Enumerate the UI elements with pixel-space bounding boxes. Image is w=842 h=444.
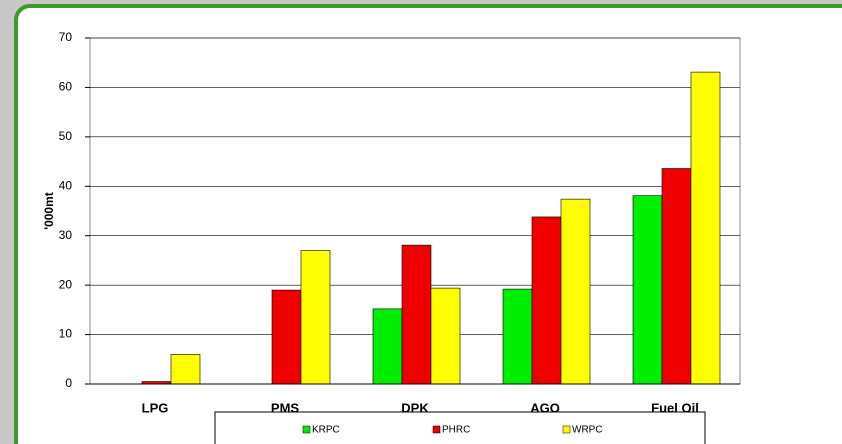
- legend-swatch: [302, 425, 311, 434]
- legend-label: PHRC: [442, 425, 470, 436]
- y-tick-label: 30: [59, 228, 73, 242]
- x-tick-label: DPK: [401, 400, 429, 415]
- y-axis-label: '000mt: [42, 192, 56, 230]
- y-tick-label: 40: [59, 178, 73, 192]
- bar: [170, 354, 201, 385]
- bar: [560, 198, 591, 385]
- legend-label: KRPC: [312, 425, 340, 436]
- bar: [661, 168, 692, 385]
- y-tick-label: 10: [59, 327, 73, 341]
- legend-swatch: [562, 425, 571, 434]
- y-tick-label: 70: [59, 30, 73, 44]
- y-tick-label: 20: [59, 277, 73, 291]
- bar: [690, 71, 721, 385]
- y-tick-label: 50: [59, 129, 73, 143]
- y-tick-label: 0: [65, 376, 72, 390]
- bar: [271, 289, 302, 385]
- bar: [531, 216, 562, 385]
- legend: [214, 411, 706, 444]
- bar: [502, 288, 533, 385]
- bar: [372, 308, 403, 385]
- bar: [632, 195, 663, 385]
- x-tick-label: Fuel Oil: [651, 400, 699, 415]
- bar: [401, 244, 432, 385]
- bar: [430, 287, 461, 385]
- legend-label: WRPC: [572, 425, 603, 436]
- x-tick-label: AGO: [530, 400, 560, 415]
- x-tick-label: LPG: [142, 400, 169, 415]
- y-tick-label: 60: [59, 80, 73, 94]
- bar: [300, 250, 331, 385]
- x-tick-label: PMS: [271, 400, 300, 415]
- legend-swatch: [432, 425, 441, 434]
